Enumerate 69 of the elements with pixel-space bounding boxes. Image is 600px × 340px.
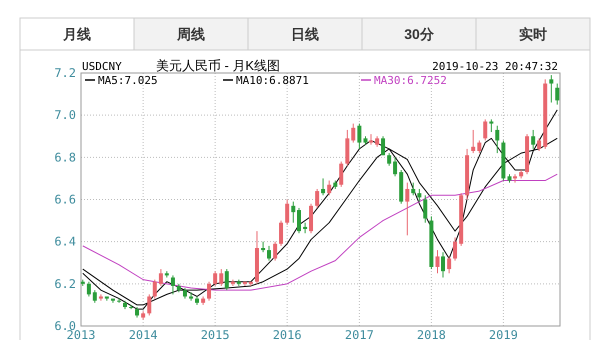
candlestick [447,256,452,274]
legend-label: MA10:6.8871 [236,74,309,87]
candlestick [285,199,290,226]
candlestick [267,245,272,262]
candlestick [339,161,344,188]
text: 日线 [291,26,319,42]
y-tick-label: 6.8 [54,150,76,164]
candlestick [182,288,187,300]
annotation: 2019-10-23 20:47:32 [432,60,558,73]
candlestick [531,129,536,150]
candlestick [170,274,175,295]
candlestick [158,268,163,286]
candlestick [261,241,266,253]
line-series [82,174,558,291]
candlestick [207,281,212,302]
candlestick [92,290,97,304]
candlestick [213,270,218,286]
legend-label: MA30:6.7252 [374,74,447,87]
candlestick [375,136,380,148]
y-tick-label: 6.2 [54,276,76,291]
x-tick-label: 2017 [344,328,374,340]
x-tick-label: 2018 [416,328,446,340]
candlestick [315,188,320,208]
candlestick [279,220,284,246]
candlestick [321,178,326,196]
y-tick-label: 7.2 [54,66,76,80]
candlestick [477,140,482,154]
text: 30分 [404,26,435,42]
candlestick [387,152,392,166]
candlestick [423,194,428,224]
candlestick [537,138,542,152]
text: 周线 [176,26,205,42]
candlestick [453,236,458,262]
candlestick [435,250,440,274]
candlestick [405,182,410,236]
candlestick [483,118,488,141]
candlestick [147,294,152,316]
candlestick [152,279,157,300]
candlestick [369,134,374,146]
candlestick [441,252,446,278]
candlestick [417,188,422,202]
candlestick [224,268,229,291]
candlestick [135,306,140,318]
candlestick [86,281,91,297]
candlestick [357,123,362,150]
candlestick [381,136,386,156]
candlestick [549,74,554,104]
candlestick [471,129,476,154]
y-tick-label: 6.6 [54,192,76,206]
x-tick-label: 2014 [128,328,158,340]
y-tick-label: 7.0 [54,108,76,122]
candlestick [555,83,560,106]
x-tick-label: 2015 [200,328,230,340]
text: 月线 [62,26,91,42]
annotation: USDCNY [82,60,122,73]
candlestick [219,268,224,286]
chart-title: 美元人民币 - 月K线图 [156,58,280,73]
legend-label: MA5:7.025 [98,74,158,87]
y-tick-label: 6.4 [54,234,76,249]
candlestick [393,156,398,177]
x-tick-label: 2016 [272,328,302,340]
candlestick [411,182,416,196]
text: 实时 [519,26,547,42]
candlestick [273,241,278,262]
candlestick [489,118,494,133]
x-tick-label: 2019 [488,328,518,340]
candlestick [327,180,332,196]
candlestick [495,125,500,154]
candlestick [303,222,308,234]
